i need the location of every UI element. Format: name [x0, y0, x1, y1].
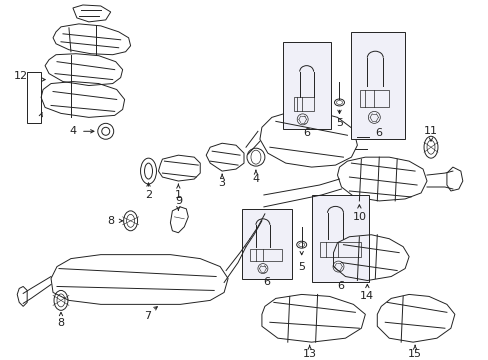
Text: 8: 8 — [57, 318, 64, 328]
Text: 10: 10 — [352, 212, 366, 222]
Text: 4: 4 — [69, 126, 76, 136]
Bar — [27, 72, 41, 123]
Text: 4: 4 — [252, 174, 259, 184]
Bar — [282, 42, 330, 129]
Text: 1: 1 — [175, 190, 182, 200]
Text: 6: 6 — [374, 128, 381, 138]
Text: 11: 11 — [423, 126, 437, 136]
Text: 9: 9 — [174, 196, 182, 206]
Text: 15: 15 — [407, 349, 421, 359]
Text: 14: 14 — [360, 291, 374, 301]
Bar — [311, 195, 368, 283]
Text: 7: 7 — [143, 311, 151, 321]
Text: 6: 6 — [303, 128, 309, 138]
Text: 8: 8 — [107, 216, 114, 226]
Bar — [242, 209, 291, 279]
Text: 13: 13 — [302, 349, 316, 359]
Text: 6: 6 — [336, 282, 343, 292]
Text: 12: 12 — [14, 71, 28, 81]
Text: 6: 6 — [263, 278, 270, 288]
Text: 5: 5 — [335, 118, 342, 128]
Bar — [351, 32, 405, 139]
Text: 3: 3 — [218, 178, 225, 188]
Text: 2: 2 — [144, 190, 152, 200]
Text: 5: 5 — [298, 262, 305, 271]
